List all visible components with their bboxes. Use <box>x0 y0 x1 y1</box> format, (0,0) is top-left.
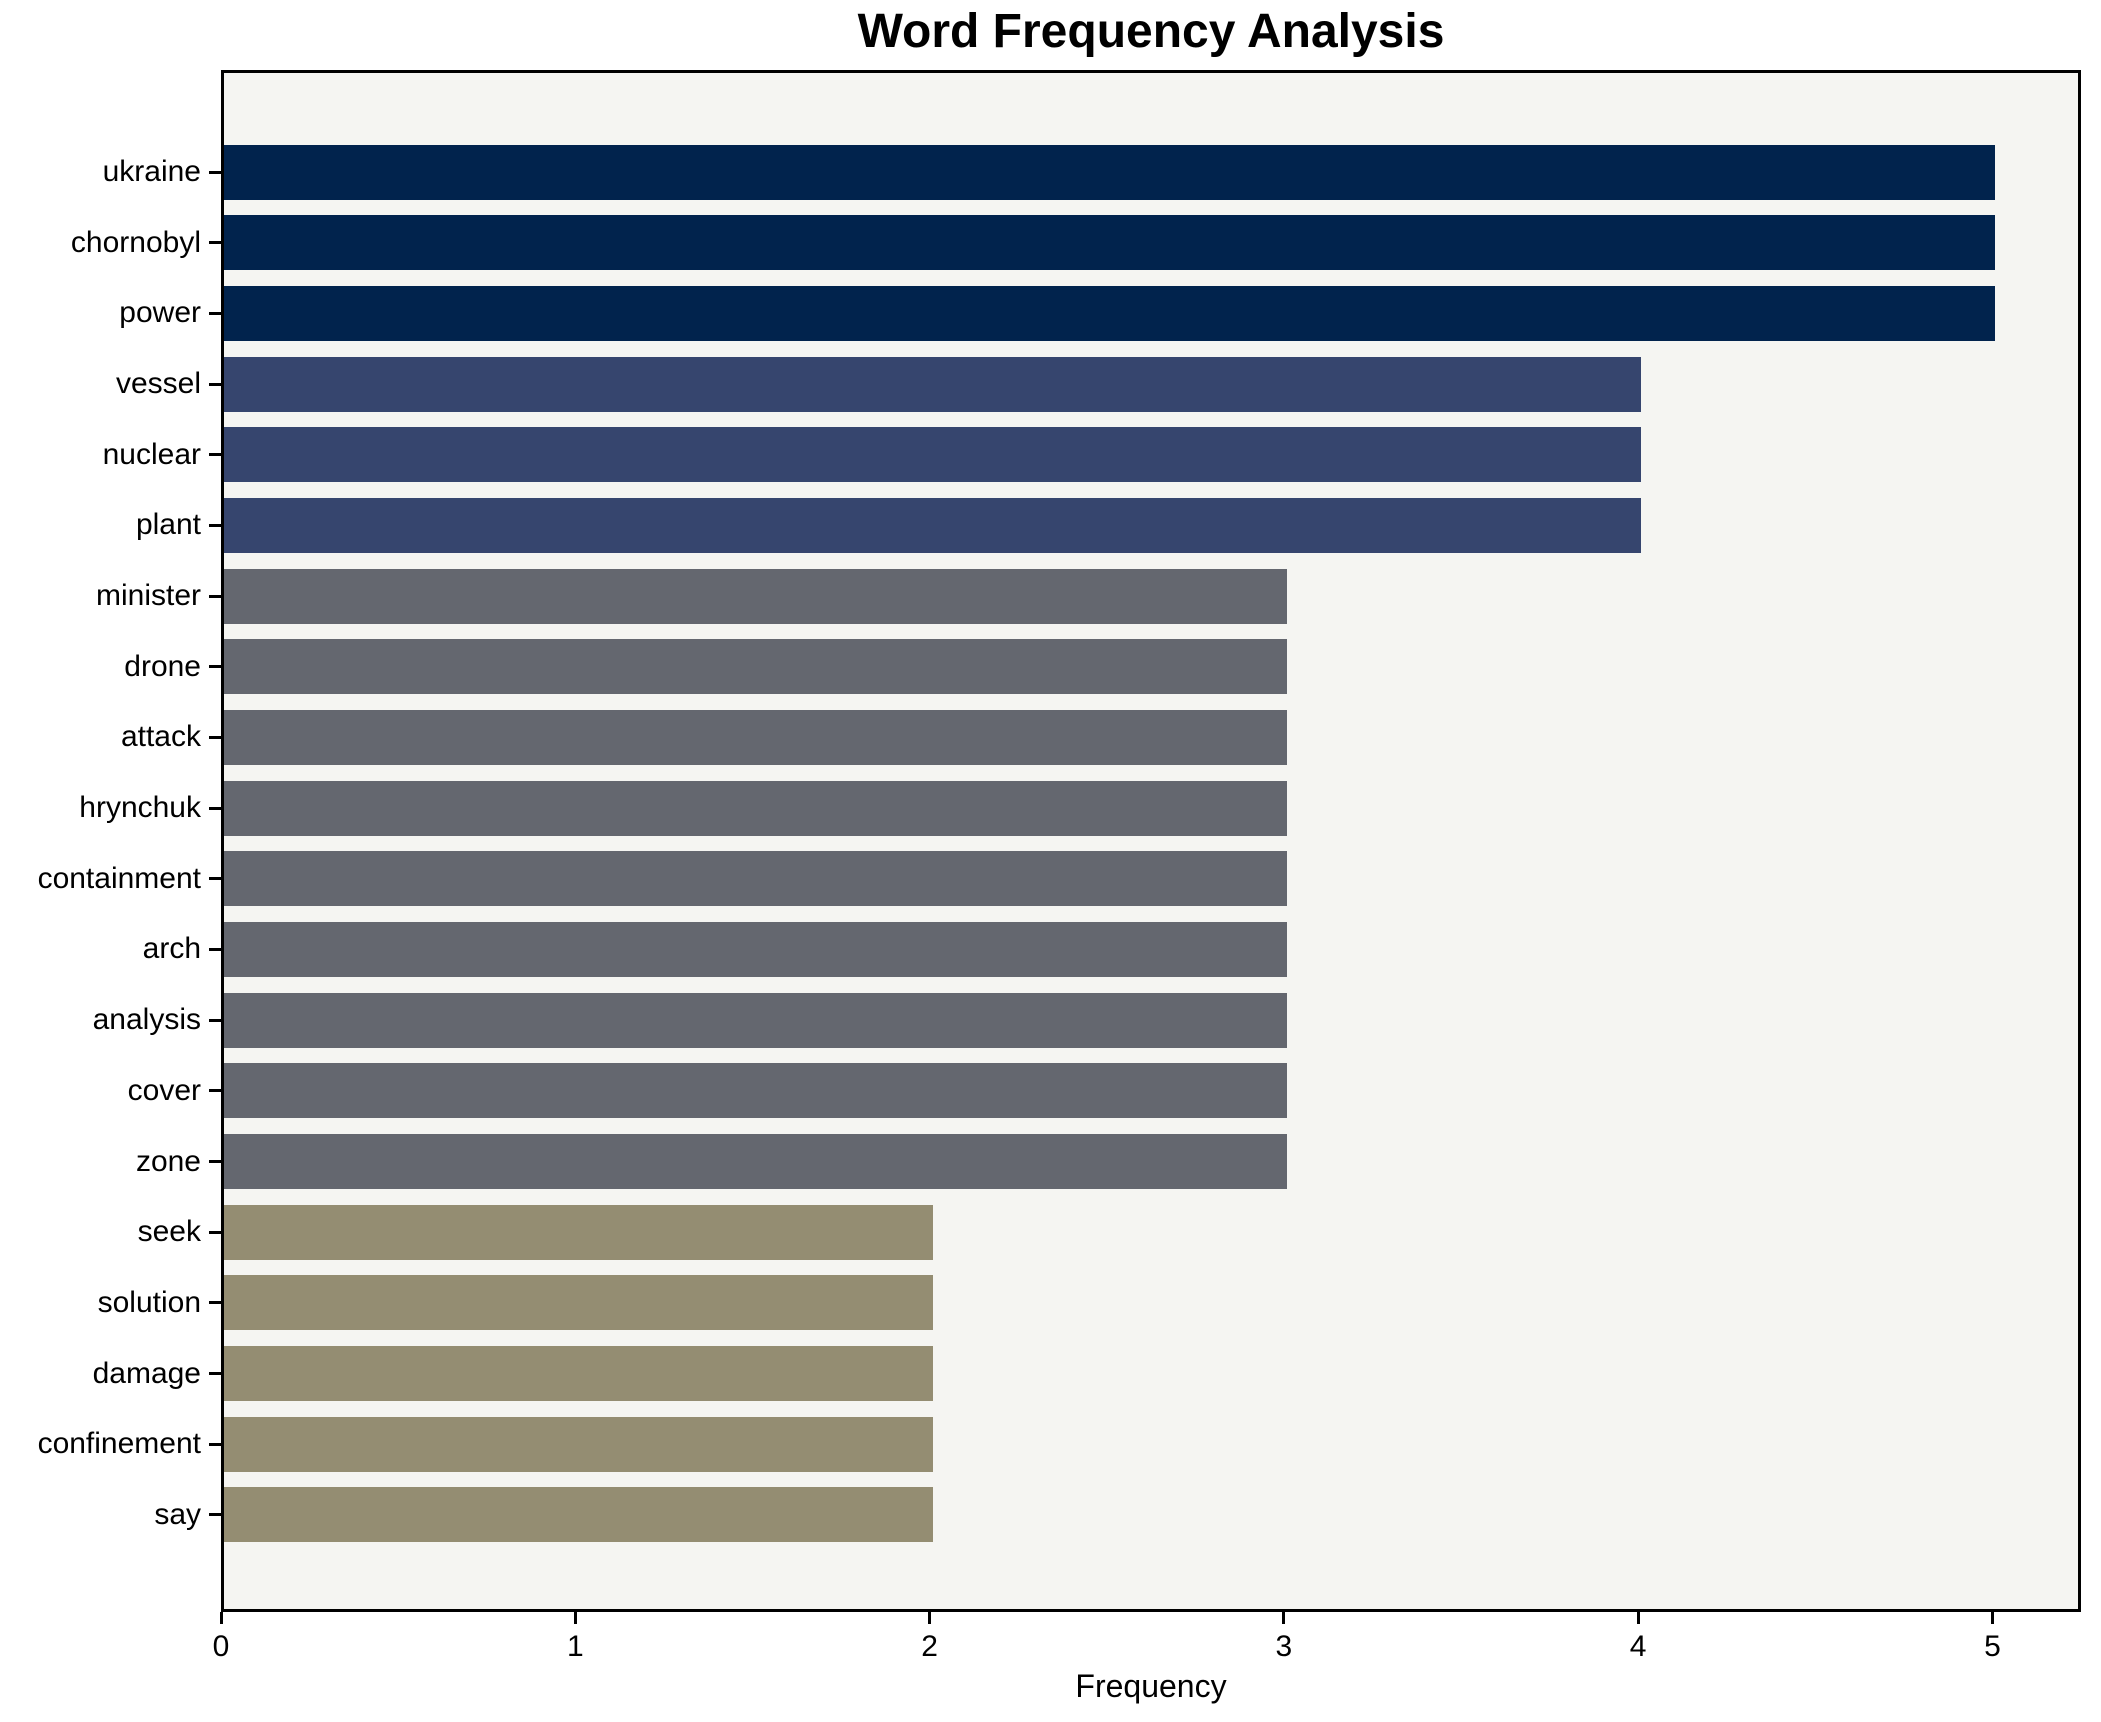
y-axis-label-power: power <box>119 296 201 330</box>
bar-analysis <box>224 992 1287 1048</box>
bar-cover <box>224 1063 1287 1119</box>
bar-arch <box>224 921 1287 977</box>
y-tick-mark <box>209 665 221 669</box>
x-axis-tick-label-0: 0 <box>212 1630 230 1663</box>
y-tick-mark <box>209 1018 221 1022</box>
x-axis-tick-label-3: 3 <box>1275 1630 1293 1663</box>
bar-hrynchuk <box>224 780 1287 836</box>
x-axis-tick-label-1: 1 <box>566 1630 584 1663</box>
bar-power <box>224 285 1996 341</box>
y-axis-label-drone: drone <box>124 649 201 683</box>
x-tick-mark <box>573 1612 577 1624</box>
y-axis-label-zone: zone <box>135 1144 201 1178</box>
y-tick-mark <box>209 241 221 245</box>
x-axis-title: Frequency <box>1075 1668 1227 1704</box>
y-axis-label-seek: seek <box>137 1215 201 1249</box>
y-tick-mark <box>209 877 221 881</box>
bar-ukraine <box>224 144 1996 200</box>
y-axis-label-damage: damage <box>92 1356 201 1390</box>
x-tick-mark <box>928 1612 932 1624</box>
y-axis-label-confinement: confinement <box>37 1427 201 1461</box>
bar-damage <box>224 1346 933 1402</box>
x-tick-mark <box>1282 1612 1286 1624</box>
y-axis-label-solution: solution <box>97 1285 201 1319</box>
y-axis-label-cover: cover <box>127 1073 201 1107</box>
y-tick-mark <box>209 382 221 386</box>
bar-seek <box>224 1204 933 1260</box>
chart-title: Word Frequency Analysis <box>857 5 1445 58</box>
y-tick-mark <box>209 947 221 951</box>
bar-nuclear <box>224 427 1642 483</box>
y-axis-label-containment: containment <box>37 861 201 895</box>
x-tick-mark <box>1990 1612 1994 1624</box>
y-tick-mark <box>209 311 221 315</box>
bar-drone <box>224 639 1287 695</box>
y-axis-label-attack: attack <box>120 720 201 754</box>
plot-area <box>221 70 2081 1612</box>
x-axis-tick-label-5: 5 <box>1984 1630 2001 1663</box>
bar-solution <box>224 1275 933 1331</box>
y-axis-label-nuclear: nuclear <box>102 437 201 471</box>
bar-minister <box>224 568 1287 624</box>
y-axis-label-vessel: vessel <box>115 367 201 401</box>
y-tick-mark <box>209 806 221 810</box>
bar-containment <box>224 851 1287 907</box>
bar-say <box>224 1487 933 1543</box>
bar-vessel <box>224 356 1642 412</box>
y-axis-label-say: say <box>154 1497 201 1531</box>
x-tick-mark <box>219 1612 223 1624</box>
y-tick-mark <box>209 453 221 457</box>
bars-layer <box>224 73 2078 1609</box>
y-tick-mark <box>209 170 221 174</box>
bar-plant <box>224 497 1642 553</box>
bar-attack <box>224 709 1287 765</box>
y-tick-mark <box>209 1230 221 1234</box>
bar-zone <box>224 1134 1287 1190</box>
y-tick-mark <box>209 1372 221 1376</box>
y-tick-mark <box>209 1089 221 1093</box>
y-axis-label-hrynchuk: hrynchuk <box>79 791 201 825</box>
y-axis-label-analysis: analysis <box>92 1003 201 1037</box>
x-tick-mark <box>1636 1612 1640 1624</box>
y-tick-mark <box>209 735 221 739</box>
x-axis-tick-label-4: 4 <box>1629 1630 1647 1663</box>
y-tick-mark <box>209 523 221 527</box>
bar-chornobyl <box>224 215 1996 271</box>
y-tick-mark <box>209 594 221 598</box>
y-axis-label-chornobyl: chornobyl <box>70 225 201 259</box>
y-tick-mark <box>209 1513 221 1517</box>
bar-confinement <box>224 1416 933 1472</box>
y-tick-mark <box>209 1442 221 1446</box>
y-axis-label-plant: plant <box>135 508 201 542</box>
y-axis-label-arch: arch <box>142 932 201 966</box>
y-tick-mark <box>209 1301 221 1305</box>
y-tick-mark <box>209 1160 221 1164</box>
y-axis-label-ukraine: ukraine <box>102 155 201 188</box>
x-axis-tick-label-2: 2 <box>921 1630 938 1663</box>
y-axis-label-minister: minister <box>95 579 201 613</box>
